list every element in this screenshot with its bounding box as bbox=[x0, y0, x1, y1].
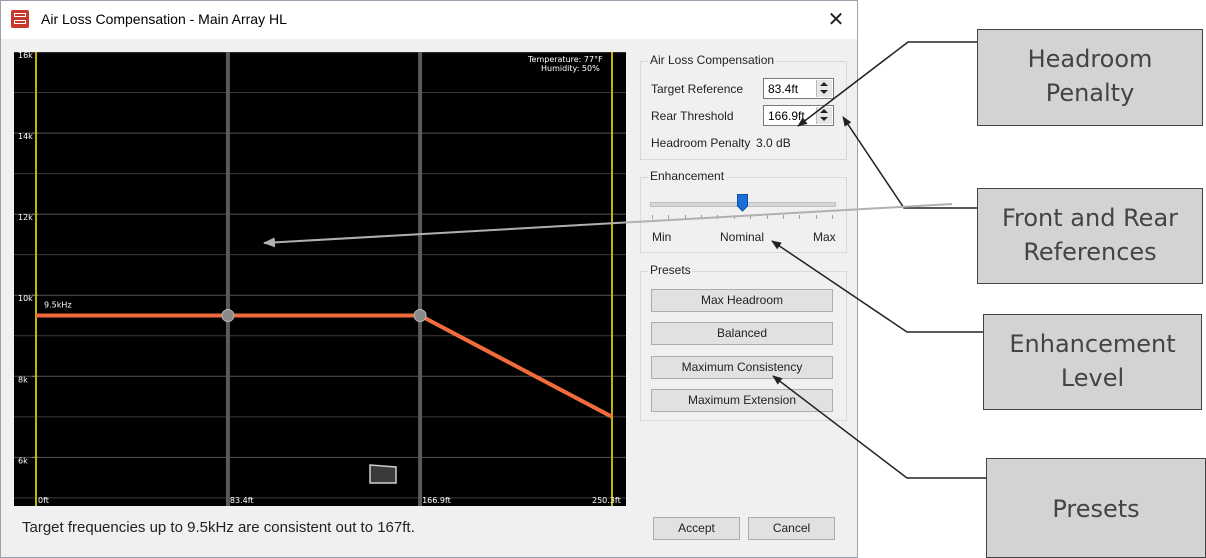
spin-down-icon[interactable] bbox=[820, 90, 828, 94]
slider-tick bbox=[799, 215, 801, 219]
accept-button[interactable]: Accept bbox=[653, 517, 740, 540]
headroom-penalty-value: 3.0 dB bbox=[756, 136, 791, 150]
slider-tick bbox=[832, 215, 833, 219]
window-title: Air Loss Compensation - Main Array HL bbox=[41, 11, 287, 27]
frequency-distance-plot[interactable]: 16k 14k 12k 10k 8k 6k 0ft 83.4ft 166.9ft 250.3ft 9… bbox=[14, 52, 626, 506]
cancel-button[interactable]: Cancel bbox=[748, 517, 835, 540]
slider-tick bbox=[750, 215, 752, 219]
plot-canvas[interactable]: 16k 14k 12k 10k 8k 6k 0ft 83.4ft 166.9ft 250.3ft 9… bbox=[14, 52, 626, 506]
app-icon bbox=[11, 10, 29, 28]
target-reference-arrows[interactable] bbox=[816, 80, 832, 97]
spin-up-icon[interactable] bbox=[820, 109, 828, 113]
temperature-readout: Temperature: 77°F bbox=[527, 55, 603, 64]
alc-group-label: Air Loss Compensation bbox=[648, 53, 777, 67]
callout-enhancement-level: Enhancement Level bbox=[983, 314, 1202, 410]
humidity-readout: Humidity: 50% bbox=[541, 64, 600, 73]
callout-text: Penalty bbox=[1045, 79, 1135, 107]
slider-tick bbox=[766, 215, 768, 219]
enhancement-max-label: Max bbox=[813, 230, 836, 244]
title-bar: Air Loss Compensation - Main Array HL ✕ bbox=[1, 1, 857, 39]
preset-maximum-extension-button[interactable]: Maximum Extension bbox=[651, 389, 833, 412]
spin-down-icon[interactable] bbox=[820, 117, 828, 121]
slider-tick bbox=[782, 215, 784, 219]
preset-balanced-button[interactable]: Balanced bbox=[651, 322, 833, 345]
x-tick-label: 250.3ft bbox=[592, 496, 621, 505]
close-button[interactable]: ✕ bbox=[827, 9, 845, 31]
frequency-label: 9.5kHz bbox=[44, 300, 72, 309]
slider-tick bbox=[717, 215, 719, 219]
slider-tick bbox=[684, 215, 686, 219]
callout-text: Headroom bbox=[1027, 45, 1153, 73]
y-tick-label: 12k bbox=[18, 213, 33, 222]
slider-tick bbox=[701, 215, 703, 219]
callout-text: References bbox=[1023, 238, 1157, 266]
y-tick-label: 6k bbox=[18, 456, 28, 465]
x-tick-label: 83.4ft bbox=[230, 496, 254, 505]
presets-group-label: Presets bbox=[648, 263, 693, 277]
slider-tick bbox=[652, 215, 653, 219]
x-tick-label: 166.9ft bbox=[422, 496, 451, 505]
audience-area-icon bbox=[369, 464, 397, 484]
rear-threshold-value[interactable]: 166.9ft bbox=[768, 109, 805, 123]
x-tick-label: 0ft bbox=[38, 496, 49, 505]
callout-text: Enhancement bbox=[1009, 330, 1176, 358]
y-tick-label: 14k bbox=[18, 132, 33, 141]
callout-text: Presets bbox=[1052, 495, 1140, 523]
reference-handle[interactable] bbox=[413, 308, 427, 322]
reference-handle[interactable] bbox=[221, 308, 235, 322]
slider-tick bbox=[668, 215, 670, 219]
enhancement-nominal-label: Nominal bbox=[720, 230, 765, 244]
callout-presets: Presets bbox=[986, 458, 1206, 558]
rear-threshold-label: Rear Threshold bbox=[651, 109, 734, 123]
callout-text: Level bbox=[1060, 364, 1125, 392]
leader-rear-threshold bbox=[842, 116, 977, 209]
rear-threshold-spinner[interactable]: 166.9ft bbox=[763, 105, 834, 126]
presets-group bbox=[640, 271, 847, 421]
spin-up-icon[interactable] bbox=[820, 82, 828, 86]
enhancement-min-label: Min bbox=[652, 230, 672, 244]
status-text: Target frequencies up to 9.5kHz are cons… bbox=[22, 519, 415, 536]
preset-max-headroom-button[interactable]: Max Headroom bbox=[651, 289, 833, 312]
slider-tick bbox=[815, 215, 817, 219]
callout-headroom-penalty: Headroom Penalty bbox=[977, 29, 1203, 126]
y-tick-label: 16k bbox=[18, 52, 33, 60]
preset-maximum-consistency-button[interactable]: Maximum Consistency bbox=[651, 356, 833, 379]
y-tick-label: 10k bbox=[18, 294, 33, 303]
slider-tick bbox=[733, 215, 735, 219]
rear-threshold-arrows[interactable] bbox=[816, 107, 832, 124]
target-reference-value[interactable]: 83.4ft bbox=[768, 82, 799, 96]
target-reference-spinner[interactable]: 83.4ft bbox=[763, 78, 834, 99]
enhancement-slider-thumb[interactable] bbox=[737, 194, 748, 212]
enhancement-group-label: Enhancement bbox=[648, 169, 727, 183]
callout-front-rear-references: Front and Rear References bbox=[977, 188, 1203, 284]
response-line bbox=[36, 313, 613, 419]
callout-text: Front and Rear bbox=[1001, 204, 1179, 232]
headroom-penalty-label: Headroom Penalty bbox=[651, 136, 751, 150]
target-reference-label: Target Reference bbox=[651, 82, 744, 96]
y-tick-label: 8k bbox=[18, 375, 28, 384]
